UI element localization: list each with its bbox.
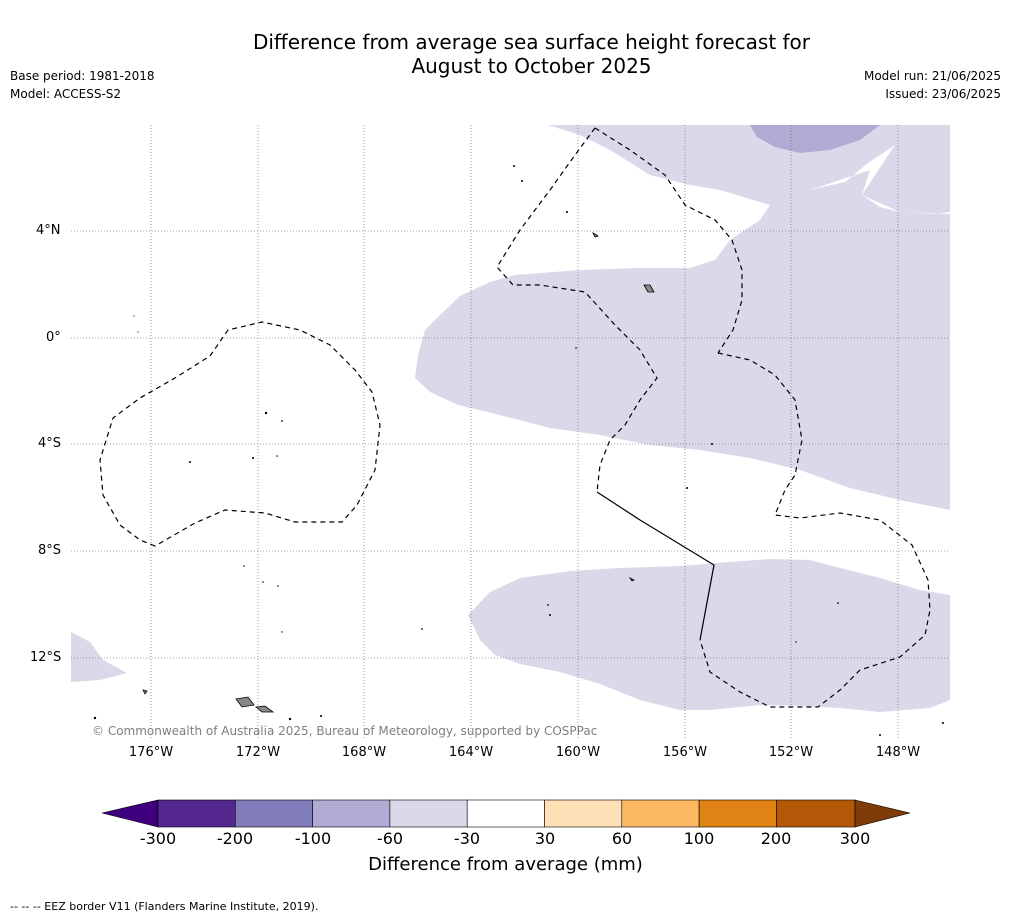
colorbar-swatch [621,799,700,828]
colorbar [101,799,911,828]
model-name: Model: ACCESS-S2 [10,87,122,101]
colorbar-high-extension [854,799,911,828]
colorbar-low-extension [101,799,159,828]
colorbar-tick: -30 [453,829,481,848]
base-period: Base period: 1981-2018 [10,69,155,83]
lon-label-176w: 176°W [128,745,174,760]
issued-date: Issued: 23/06/2025 [885,87,1001,101]
colorbar-tick: 100 [683,829,715,848]
colorbar-tick: -100 [294,829,332,848]
lon-label-160w: 160°W [555,745,601,760]
anomaly-fill-light [71,125,950,712]
eez-border-solid [596,491,715,641]
meta-right: Model run: 21/06/2025 Issued: 23/06/2025 [864,67,1001,103]
colorbar-swatch [235,799,313,828]
colorbar-tick: 30 [534,829,556,848]
lat-label-0: 0° [46,330,61,345]
lat-label-12s: 12°S [30,650,62,665]
graticule [71,125,950,738]
colorbar-tick: -60 [376,829,404,848]
meta-left: Base period: 1981-2018 Model: ACCESS-S2 [10,67,155,103]
eez-borders [99,127,931,708]
title-line-1: Difference from average sea surface heig… [252,30,811,54]
lat-label-4s: 4°S [38,436,62,451]
lon-label-164w: 164°W [448,745,494,760]
lon-label-168w: 168°W [341,745,387,760]
colorbar-swatch [698,799,777,828]
model-run-date: Model run: 21/06/2025 [863,69,1001,83]
lon-label-156w: 156°W [662,745,708,760]
lon-label-152w: 152°W [768,745,814,760]
lat-label-8s: 8°S [38,543,62,558]
colorbar-tick: -200 [216,829,254,848]
title-line-2: August to October 2025 [411,54,652,78]
colorbar-swatch [157,799,236,828]
colorbar-swatch [312,799,391,828]
anomaly-fill-strong [750,125,880,153]
islands [142,231,655,713]
colorbar-tick: 200 [760,829,792,848]
lon-label-148w: 148°W [875,745,921,760]
colorbar-title: Difference from average (mm) [368,854,643,875]
colorbar-swatch [544,799,623,828]
eez-footnote: -- -- -- EEZ border V11 (Flanders Marine… [10,900,319,913]
colorbar-tick: -300 [139,829,177,848]
copyright-notice: © Commonwealth of Australia 2025, Bureau… [92,724,598,738]
colorbar-tick: 300 [839,829,871,848]
lat-label-4n: 4°N [36,223,61,238]
colorbar-tick: 60 [611,829,633,848]
lon-label-172w: 172°W [235,745,281,760]
colorbar-swatch [776,799,856,828]
atolls [93,165,944,736]
colorbar-swatch [389,799,468,828]
chart-title: Difference from average sea surface heig… [0,30,1011,78]
colorbar-swatch [466,799,545,828]
